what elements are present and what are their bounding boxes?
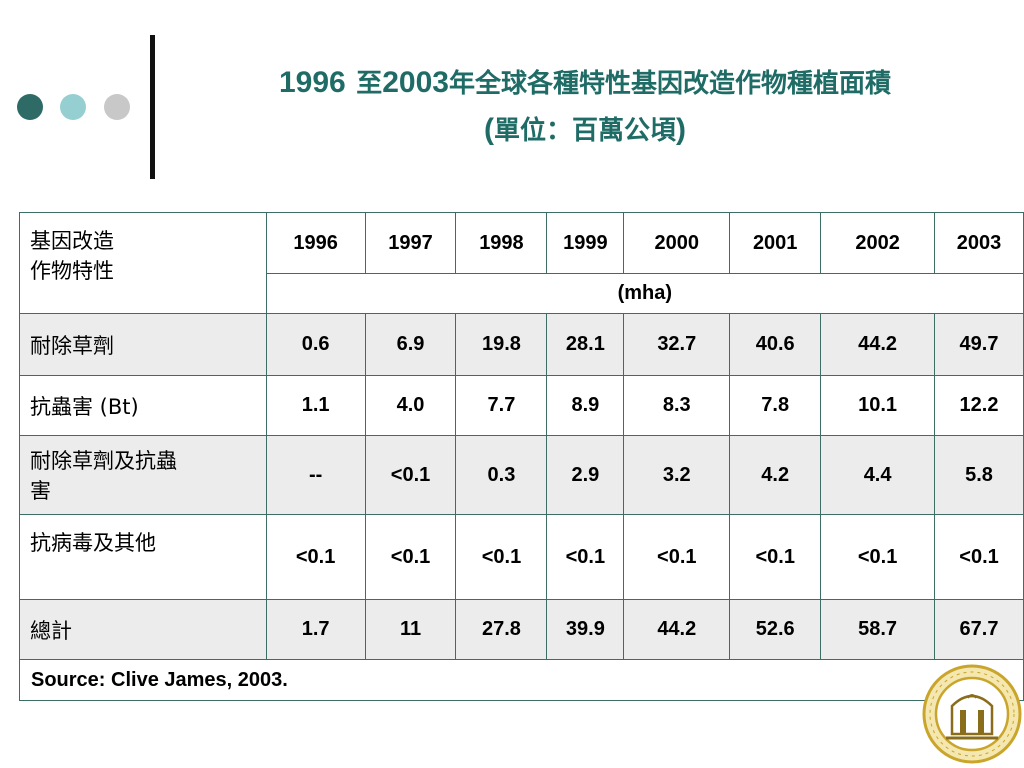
- table-cell: 32.7: [623, 313, 731, 376]
- table-cell: 19.8: [455, 313, 548, 376]
- row-label-line-2: 害: [30, 479, 51, 503]
- table-cell: 44.2: [623, 599, 731, 660]
- table-cell: 4.2: [729, 435, 822, 515]
- table-cell: 0.3: [455, 435, 548, 515]
- table-cell: 4.4: [820, 435, 936, 515]
- header-label-line-1: 基因改造: [30, 229, 114, 253]
- year-2000: 2000: [623, 212, 731, 274]
- row-label: 耐除草劑: [19, 313, 267, 376]
- title-paren-close: ): [676, 113, 686, 146]
- table-cell: 8.9: [546, 375, 625, 436]
- title-divider: [150, 35, 155, 179]
- table-row: 抗蟲害 (Bt) 1.1 4.0 7.7 8.9 8.3 7.8 10.1 12…: [19, 375, 1024, 436]
- table-row: 耐除草劑 0.6 6.9 19.8 28.1 32.7 40.6 44.2 49…: [19, 313, 1024, 376]
- table-cell: <0.1: [546, 514, 625, 600]
- table-cell: 2.9: [546, 435, 625, 515]
- table-cell: <0.1: [729, 514, 822, 600]
- table-cell: 58.7: [820, 599, 936, 660]
- table-header-row: 基因改造 作物特性 1996 1997 1998 1999 2000 2001 …: [19, 212, 1024, 314]
- table-cell: <0.1: [820, 514, 936, 600]
- table-cell: 0.6: [265, 313, 366, 376]
- title-paren-open: (: [483, 113, 494, 146]
- row-label-line-1: 耐除草劑及抗蟲: [30, 449, 177, 473]
- year-2003: 2003: [934, 212, 1024, 274]
- table-cell: <0.1: [364, 514, 457, 600]
- row-label: 總計: [19, 599, 267, 660]
- table-cell: 52.6: [729, 599, 822, 660]
- table-cell: 3.2: [623, 435, 731, 515]
- table-cell: 44.2: [820, 313, 936, 376]
- title-unit: 單位：百萬公頃: [493, 116, 676, 146]
- table-cell: 12.2: [934, 375, 1024, 436]
- table-cell: 49.7: [934, 313, 1024, 376]
- row-label: 抗病毒及其他: [19, 514, 267, 600]
- table-cell: <0.1: [455, 514, 548, 600]
- unit-row: (mha): [20, 273, 1024, 314]
- table-cell: 7.7: [455, 375, 548, 436]
- table-cell: 7.8: [729, 375, 822, 436]
- table-cell: --: [265, 435, 366, 515]
- header-label-line-2: 作物特性: [30, 259, 114, 283]
- table-cell: 8.3: [623, 375, 731, 436]
- year-1996: 1996: [265, 212, 366, 274]
- table-cell: <0.1: [934, 514, 1024, 600]
- year-1998: 1998: [455, 212, 548, 274]
- source-row: Source: Clive James, 2003.: [19, 659, 1024, 701]
- table-cell: 11: [364, 599, 457, 660]
- title-rest: 年全球各種特性基因改造作物種植面積: [448, 69, 891, 99]
- gm-crop-area-table: 基因改造 作物特性 1996 1997 1998 1999 2000 2001 …: [19, 212, 1024, 701]
- row-label: 耐除草劑及抗蟲 害: [19, 435, 267, 515]
- table-cell: 27.8: [455, 599, 548, 660]
- year-2001: 2001: [729, 212, 822, 274]
- year-2002: 2002: [820, 212, 936, 274]
- table-row-total: 總計 1.7 11 27.8 39.9 44.2 52.6 58.7 67.7: [19, 599, 1024, 660]
- table-cell: 10.1: [820, 375, 936, 436]
- table-cell: <0.1: [265, 514, 366, 600]
- year-1999: 1999: [546, 212, 625, 274]
- table-cell: 6.9: [364, 313, 457, 376]
- table-cell: <0.1: [623, 514, 731, 600]
- table-cell: 5.8: [934, 435, 1024, 515]
- header-label-cell: 基因改造 作物特性: [19, 212, 267, 314]
- table-cell: 28.1: [546, 313, 625, 376]
- decor-dot-light: [60, 94, 86, 120]
- table-row: 耐除草劑及抗蟲 害 -- <0.1 0.3 2.9 3.2 4.2 4.4 5.…: [19, 435, 1024, 515]
- title-year-start: 1996: [279, 66, 346, 99]
- table-cell: 40.6: [729, 313, 822, 376]
- table-cell: 4.0: [364, 375, 457, 436]
- table-cell: 1.7: [265, 599, 366, 660]
- page-title: 1996 至2003年全球各種特性基因改造作物種植面積 (單位：百萬公頃): [160, 60, 1010, 154]
- table-cell: 39.9: [546, 599, 625, 660]
- table-row: 抗病毒及其他 <0.1 <0.1 <0.1 <0.1 <0.1 <0.1 <0.…: [19, 514, 1024, 600]
- unit-cell: (mha): [265, 273, 1024, 314]
- year-1997: 1997: [364, 212, 457, 274]
- decor-dot-gray: [104, 94, 130, 120]
- table-cell: <0.1: [364, 435, 457, 515]
- university-seal-icon: [922, 664, 1022, 764]
- table-cell: 1.1: [265, 375, 366, 436]
- title-line-2: (單位：百萬公頃): [160, 107, 1010, 154]
- title-year-end: 2003: [382, 66, 449, 99]
- row-label: 抗蟲害 (Bt): [19, 375, 267, 436]
- source-cell: Source: Clive James, 2003.: [19, 659, 1024, 701]
- title-line-1: 1996 至2003年全球各種特性基因改造作物種植面積: [160, 60, 1010, 107]
- title-to: 至: [356, 69, 383, 99]
- decor-dot-dark: [17, 94, 43, 120]
- table-cell: 67.7: [934, 599, 1024, 660]
